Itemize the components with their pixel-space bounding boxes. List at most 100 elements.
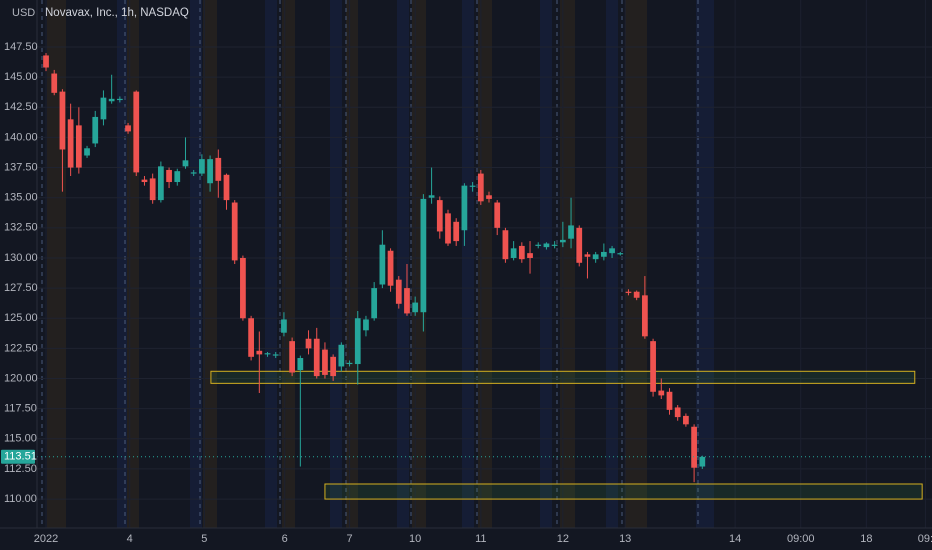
y-tick-label: 120.00 [4,372,38,384]
candle-body [633,291,640,298]
candle-body [330,356,337,377]
candle-body [453,221,460,242]
candle-body [527,253,533,258]
x-tick-label: 18 [860,533,872,545]
candle-body [141,179,148,183]
candle-body [551,244,558,246]
candle-body [683,415,689,425]
candle-body [149,178,156,201]
candle-body [51,73,58,93]
y-tick-label: 110.00 [4,493,37,505]
candle-body [272,354,279,356]
candle-body [223,174,230,201]
session-band [190,0,202,528]
candle-body [674,407,681,418]
session-band [282,0,295,528]
candle-body [666,391,673,410]
session-band [127,0,139,528]
candle-body [510,248,517,258]
chart-title: Novavax, Inc., 1h, NASDAQ [45,7,189,19]
candle-body [67,119,74,168]
x-tick-label: 09: [918,533,932,545]
candle-body [592,254,599,260]
last-price-tag [1,449,35,464]
session-band [560,0,575,528]
x-axis-panel [0,528,932,550]
candle-body [642,295,648,337]
candle-body [518,245,525,260]
candle-body [535,244,542,246]
session-band [696,0,714,528]
candle-body [256,350,263,355]
y-tick-label: 127.50 [4,282,38,294]
y-tick-label: 147.50 [4,41,38,53]
y-tick-label: 137.50 [4,161,38,173]
grid [37,0,932,528]
x-tick-label: 09:00 [787,533,815,545]
candle-body [502,230,509,260]
session-bands [41,0,714,528]
y-tick-label: 135.00 [4,192,38,204]
session-band [117,0,127,528]
session-band [462,0,474,528]
candle-body [240,257,246,319]
candle-body [354,318,361,365]
candle-body [116,98,123,101]
candle-body [125,125,131,132]
last-price-label: 113.51 [4,451,37,463]
candle-body [461,185,468,231]
candle-body [559,239,566,243]
candle-body [133,91,140,173]
candle-body [338,344,345,367]
candle-body [248,318,254,357]
candles [37,53,932,483]
candle-body [600,251,607,257]
y-tick-label: 125.00 [4,312,38,324]
session-band [606,0,618,528]
candle-body [412,302,419,313]
candle-body [543,243,550,248]
candle-body [568,225,574,239]
candle-body [469,185,476,187]
x-tick-label: 12 [557,533,569,545]
y-tick-label: 117.50 [4,403,37,415]
zone [210,370,916,384]
candle-body [584,254,591,257]
x-tick-label: 5 [201,533,207,545]
y-tick-label: 142.50 [4,101,38,113]
candle-body [264,353,271,355]
candle-body [617,253,624,255]
y-tick-label: 145.00 [4,71,38,83]
session-band [625,0,647,528]
candle-body [420,198,427,313]
y-tick-label: 132.50 [4,222,38,234]
candle-body [609,248,615,254]
zone [324,483,923,500]
session-band [397,0,409,528]
y-tick-label: 122.50 [4,342,38,354]
x-tick-label: 7 [346,533,352,545]
zones [210,370,923,500]
candle-body [207,159,213,184]
candle-body [231,202,238,261]
candle-body [494,202,501,228]
y-tick-label: 130.00 [4,252,38,264]
candle-body [379,244,386,285]
candle-body [305,338,312,349]
candle-body [100,97,107,120]
candle-body [43,55,49,68]
candle-body [650,341,656,392]
candle-body [576,227,583,263]
candle-body [699,456,706,467]
x-tick-label: 10 [409,533,421,545]
candle-body [322,349,328,375]
x-tick-label: 6 [282,533,288,545]
candle-body [658,390,665,396]
candle-body [166,169,172,183]
candle-body [59,91,66,150]
candle-body [428,195,435,198]
candle-body [199,159,205,174]
